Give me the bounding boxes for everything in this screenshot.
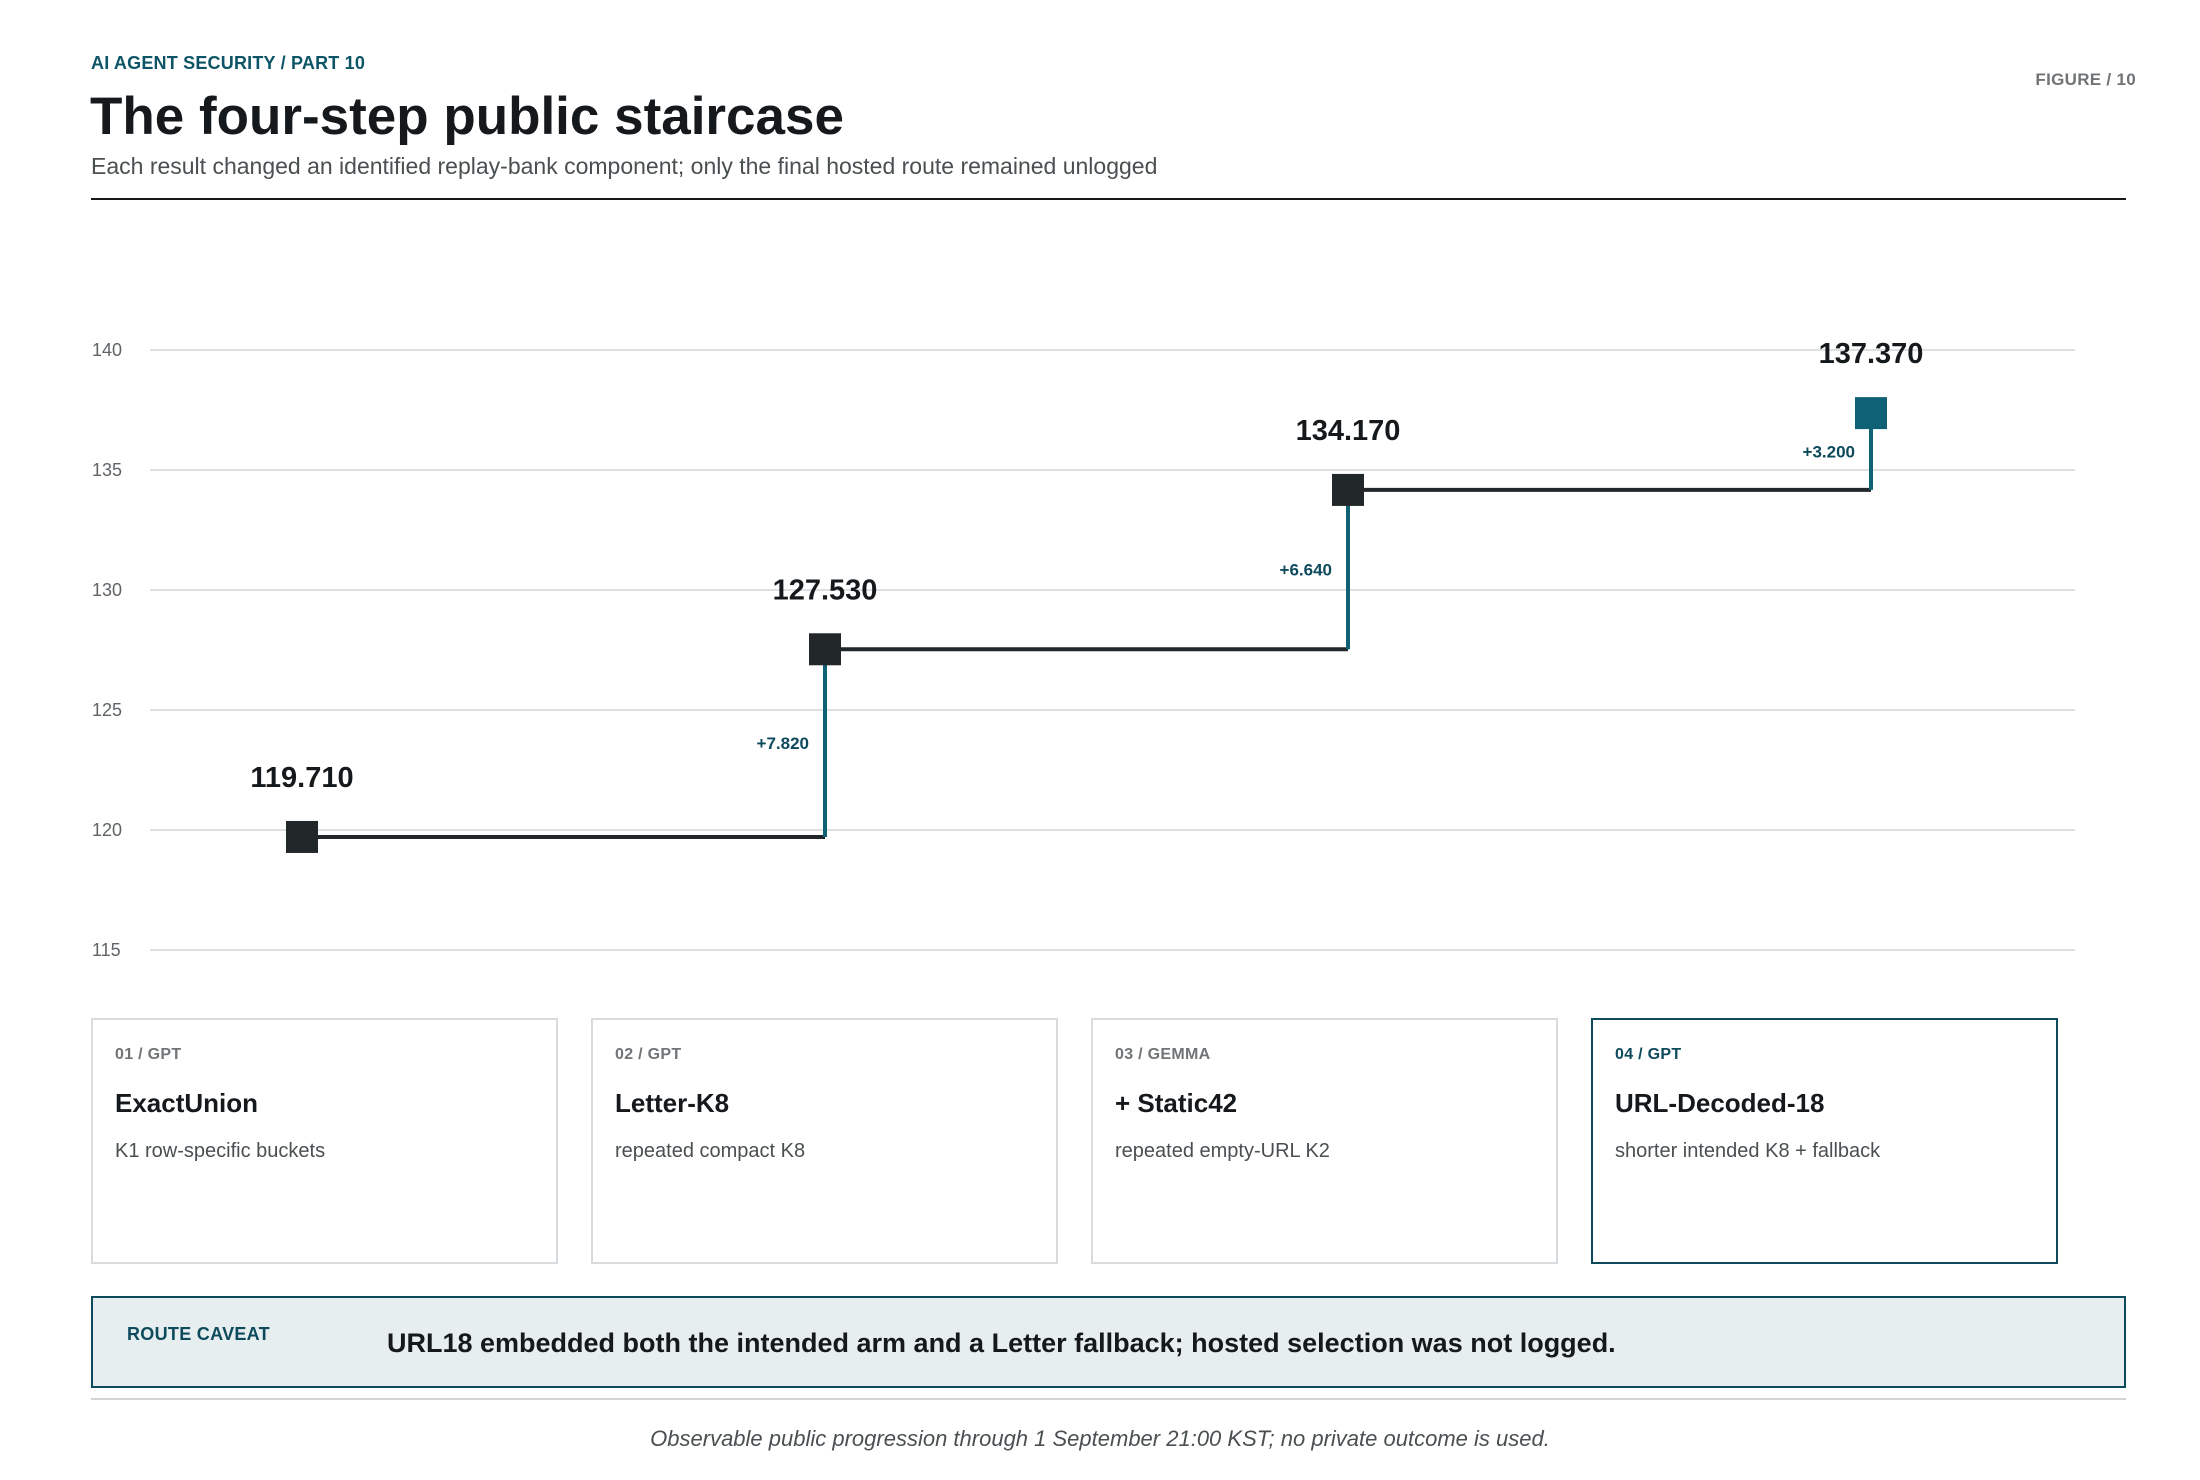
chart-labels: +7.820 +6.640 +3.200 119.710 127.530 134.170 1… bbox=[250, 338, 1923, 794]
step-card-description: K1 row-specific buckets bbox=[115, 1140, 326, 1162]
value-label: 119.710 bbox=[250, 762, 353, 794]
value-label: 137.370 bbox=[1819, 338, 1924, 370]
footer-divider bbox=[91, 1398, 2126, 1400]
step-card-title: + Static42 bbox=[1115, 1088, 1238, 1118]
chart-grid: 140 135 130 125 120 115 bbox=[92, 340, 2075, 960]
step-card-title: ExactUnion bbox=[115, 1088, 259, 1118]
step-marker bbox=[1332, 473, 1364, 506]
step-card-tag: 01 / GPT bbox=[115, 1046, 182, 1063]
y-tick-label: 135 bbox=[92, 460, 122, 480]
page-subtitle: Each result changed an identified replay… bbox=[91, 153, 1158, 179]
chart-step-lines bbox=[302, 413, 1873, 839]
step-card-title: Letter-K8 bbox=[615, 1088, 730, 1118]
figure-label: FIGURE / 10 bbox=[2035, 70, 2136, 89]
y-tick-label: 125 bbox=[92, 700, 122, 720]
staircase-chart: 140 135 130 125 120 115 +7.820 +6.640 +3.200 119… bbox=[92, 338, 2075, 960]
y-tick-label: 115 bbox=[92, 940, 121, 960]
step-card-tag: 02 / GPT bbox=[615, 1046, 682, 1063]
step-card-tag: 03 / GEMMA bbox=[1115, 1046, 1211, 1063]
step-card-2: 02 / GPT Letter-K8 repeated compact K8 bbox=[591, 1018, 1058, 1264]
value-label: 127.530 bbox=[773, 574, 878, 606]
route-caveat-box: ROUTE CAVEAT URL18 embedded both the int… bbox=[91, 1296, 2126, 1388]
page-title: The four-step public staircase bbox=[90, 87, 844, 146]
chart-markers bbox=[286, 397, 1887, 853]
header-divider bbox=[91, 198, 2126, 200]
step-card-description: repeated empty-URL K2 bbox=[1115, 1140, 1330, 1162]
step-marker bbox=[809, 633, 841, 666]
step-card-title: URL-Decoded-18 bbox=[1615, 1088, 1825, 1118]
caveat-text: URL18 embedded both the intended arm and… bbox=[387, 1328, 1616, 1358]
series-kicker: AI AGENT SECURITY / PART 10 bbox=[91, 53, 366, 73]
step-card-3: 03 / GEMMA + Static42 repeated empty-URL… bbox=[1091, 1018, 1558, 1264]
y-tick-label: 140 bbox=[92, 340, 122, 360]
delta-label: +7.820 bbox=[757, 734, 809, 753]
step-card-tag: 04 / GPT bbox=[1615, 1046, 1682, 1063]
footnote: Observable public progression through 1 … bbox=[650, 1426, 1550, 1451]
caveat-label: ROUTE CAVEAT bbox=[127, 1324, 270, 1344]
delta-label: +6.640 bbox=[1280, 561, 1332, 580]
step-cards: 01 / GPT ExactUnion K1 row-specific buck… bbox=[91, 1018, 2126, 1266]
step-card-description: repeated compact K8 bbox=[615, 1140, 806, 1162]
step-marker bbox=[286, 820, 318, 853]
value-label: 134.170 bbox=[1296, 415, 1401, 447]
step-marker bbox=[1855, 397, 1887, 430]
y-tick-label: 120 bbox=[92, 820, 122, 840]
step-card-1: 01 / GPT ExactUnion K1 row-specific buck… bbox=[91, 1018, 558, 1264]
step-card-description: shorter intended K8 + fallback bbox=[1615, 1140, 1881, 1162]
step-card-4: 04 / GPT URL-Decoded-18 shorter intended… bbox=[1591, 1018, 2058, 1264]
delta-label: +3.200 bbox=[1803, 443, 1855, 462]
y-tick-label: 130 bbox=[92, 580, 122, 600]
